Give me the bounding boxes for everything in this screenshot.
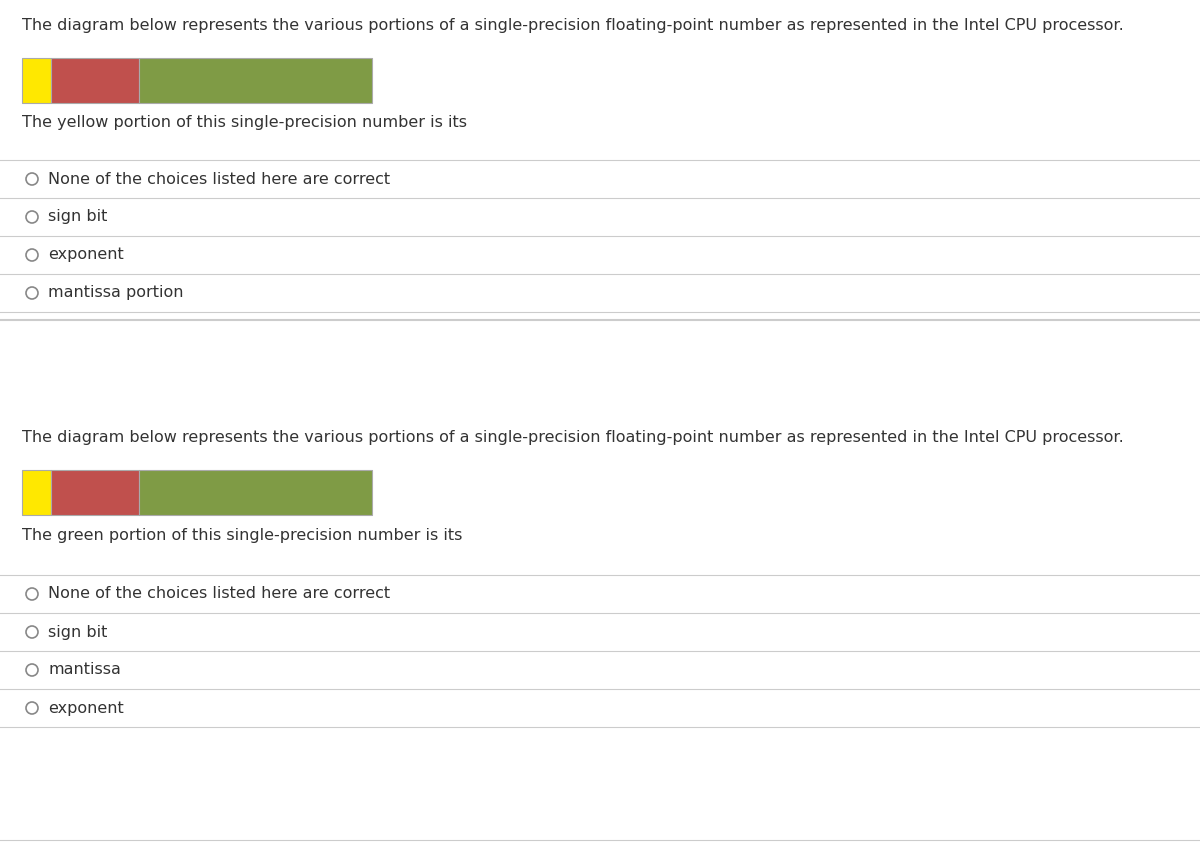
Text: The diagram below represents the various portions of a single-precision floating: The diagram below represents the various… <box>22 430 1123 445</box>
Text: The green portion of this single-precision number is its: The green portion of this single-precisi… <box>22 528 462 543</box>
Bar <box>139 470 372 515</box>
Bar <box>22 58 52 103</box>
Text: sign bit: sign bit <box>48 625 107 640</box>
Text: exponent: exponent <box>48 247 124 262</box>
Bar <box>22 470 52 515</box>
Text: The yellow portion of this single-precision number is its: The yellow portion of this single-precis… <box>22 115 467 130</box>
Text: mantissa: mantissa <box>48 663 121 678</box>
Bar <box>52 58 139 103</box>
Text: None of the choices listed here are correct: None of the choices listed here are corr… <box>48 587 390 602</box>
Text: mantissa portion: mantissa portion <box>48 285 184 300</box>
Bar <box>52 470 139 515</box>
Text: exponent: exponent <box>48 701 124 716</box>
Text: None of the choices listed here are correct: None of the choices listed here are corr… <box>48 171 390 187</box>
Text: sign bit: sign bit <box>48 209 107 225</box>
Bar <box>139 58 372 103</box>
Text: The diagram below represents the various portions of a single-precision floating: The diagram below represents the various… <box>22 18 1123 33</box>
